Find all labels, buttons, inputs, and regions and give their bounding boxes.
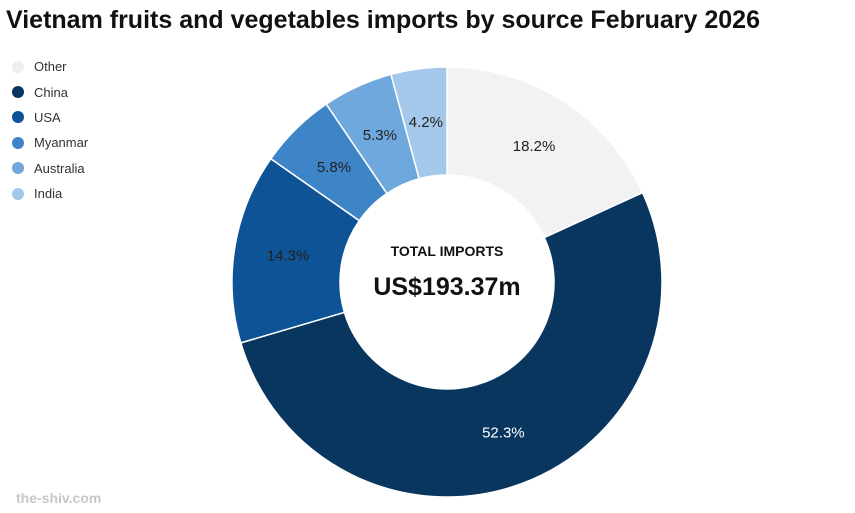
legend-swatch [12,86,24,99]
chart-title: Vietnam fruits and vegetables imports by… [6,6,760,34]
data-label-myanmar: 5.8% [317,159,351,176]
legend-item-myanmar[interactable]: Myanmar [12,130,88,155]
slice-china[interactable] [239,191,663,498]
legend-item-china[interactable]: China [12,79,88,104]
data-label-china: 52.3% [482,424,525,441]
legend-swatch [12,187,24,200]
legend-item-india[interactable]: India [12,181,88,206]
slice-india[interactable] [390,66,448,180]
data-label-india: 4.2% [409,114,443,131]
legend-swatch [12,111,24,124]
legend-swatch [12,60,24,73]
slice-other[interactable] [446,66,644,239]
legend-item-other[interactable]: Other [12,54,88,79]
center-value: US$193.37m [373,273,520,301]
legend-swatch [12,136,24,149]
legend-item-australia[interactable]: Australia [12,156,88,181]
legend-label: China [34,84,68,100]
chart-legend: Other China USA Myanmar Australia India [12,54,88,206]
legend-label: Australia [34,160,85,176]
legend-swatch [12,162,24,175]
watermark: the-shiv.com [16,490,102,506]
data-label-australia: 5.3% [363,127,397,144]
legend-label: USA [34,109,61,125]
legend-label: Other [34,59,67,75]
legend-label: India [34,186,63,202]
legend-item-usa[interactable]: USA [12,105,88,130]
center-label: TOTAL IMPORTS [391,243,504,259]
data-label-other: 18.2% [513,138,556,155]
data-label-usa: 14.3% [267,248,310,265]
legend-label: Myanmar [34,135,89,151]
